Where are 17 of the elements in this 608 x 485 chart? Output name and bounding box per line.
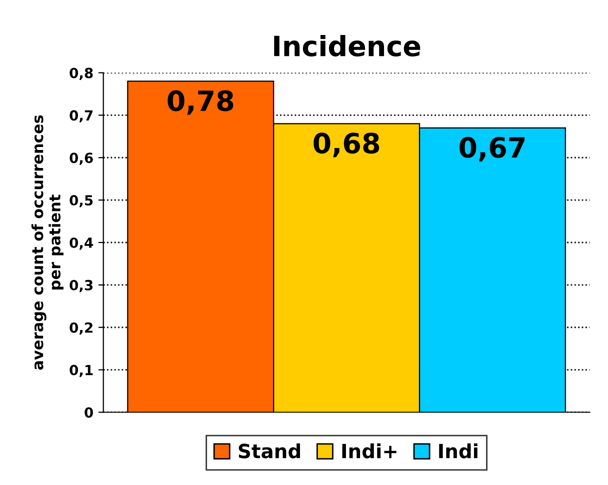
data-label: 0,67 (460, 136, 525, 162)
y-tick-label: 0,4 (70, 237, 93, 250)
y-tick-label: 0,1 (70, 364, 93, 378)
data-label: 0,68 (314, 132, 380, 158)
legend-label: Indi (439, 443, 478, 458)
y-tick-label: 0,6 (70, 152, 93, 165)
y-tick-label: 0,8 (70, 68, 93, 80)
data-label: 0,78 (168, 90, 234, 115)
legend-label: Indi+ (342, 443, 396, 458)
y-axis-title: average count of occurrences per patient (31, 115, 64, 370)
y-tick-label: 0,3 (70, 280, 93, 292)
y-tick-label: 0,5 (70, 195, 93, 208)
y-tick-label: 0 (84, 407, 93, 418)
chart-title: Incidence (274, 34, 420, 56)
y-tick-label: 0,7 (70, 110, 93, 122)
y-tick-label: 0,2 (70, 322, 92, 335)
legend-label: Stand (238, 443, 300, 458)
